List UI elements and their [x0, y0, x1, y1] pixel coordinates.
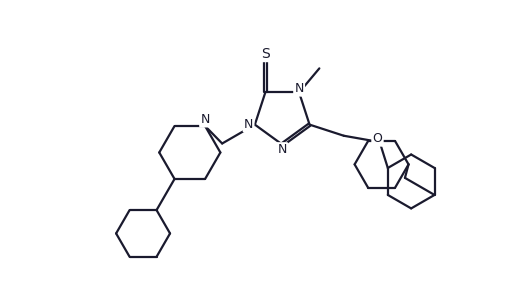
Text: O: O — [372, 132, 383, 145]
Text: N: N — [244, 118, 253, 131]
Text: S: S — [261, 47, 270, 61]
Text: N: N — [295, 82, 304, 95]
Text: N: N — [278, 143, 287, 156]
Text: N: N — [200, 113, 210, 126]
